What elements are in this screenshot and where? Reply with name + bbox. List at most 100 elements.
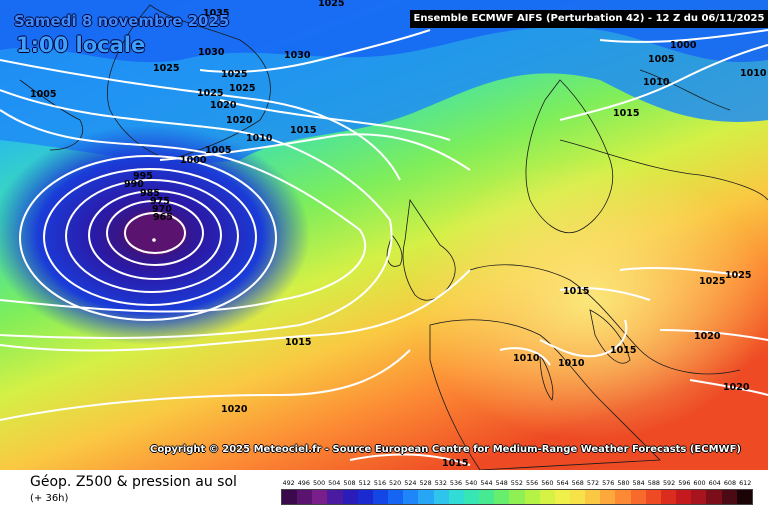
isobars [0, 29, 768, 466]
isobar-label-1035: 1035 [203, 8, 229, 19]
isobar-label-1025: 1025 [229, 83, 255, 94]
scale-color-swatch [494, 490, 510, 504]
depression-marker [152, 238, 156, 242]
isobar-label-1025: 1025 [197, 88, 223, 99]
scale-tick-label: 512 [358, 479, 371, 487]
scale-tick-label: 572 [586, 479, 600, 487]
isobar-label-985: 985 [140, 188, 160, 199]
isobar-label-1020: 1020 [226, 115, 253, 126]
forecast-date: Samedi 8 novembre 2025 [14, 12, 230, 30]
scale-color-swatch [554, 490, 570, 504]
depression-center [123, 211, 187, 255]
scale-tick-label: 600 [693, 479, 706, 487]
scale-color-swatch [297, 490, 313, 504]
isobar-label-1030: 1030 [284, 50, 311, 61]
scale-tick-label: 612 [739, 479, 752, 487]
scale-color-swatch [600, 490, 616, 504]
model-title: Ensemble ECMWF AIFS (Perturbation 42) - … [410, 10, 768, 28]
scale-tick-label: 560 [541, 479, 554, 487]
scale-color-swatch [660, 490, 677, 504]
isobar-label-1020: 1020 [723, 382, 750, 393]
isobar-label-1010: 1010 [558, 358, 585, 369]
scale-color-swatch [676, 490, 692, 504]
geopotential-map: 1035 1030 1030 1025 1025 1025 1025 1020 … [0, 0, 768, 470]
scale-tick-label: 532 [434, 479, 447, 487]
isobar-label-1030: 1030 [198, 47, 225, 58]
isobar-label-1010: 1010 [513, 353, 540, 364]
scale-color-swatch [691, 490, 707, 504]
scale-tick-label: 584 [632, 479, 645, 487]
scale-color-swatch [539, 490, 555, 504]
scale-color-swatch [706, 490, 722, 504]
scale-tick-label: 536 [449, 479, 463, 487]
scale-tick-label: 588 [647, 479, 660, 487]
scale-color-swatch [463, 490, 480, 504]
scale-color-swatch [479, 490, 495, 504]
isobar-label-1000: 1000 [670, 40, 697, 51]
scale-tick-label: 516 [373, 479, 387, 487]
isobar-label-990: 990 [124, 179, 144, 190]
isobar-label-1000: 1000 [180, 155, 207, 166]
scale-tick-label: 544 [480, 479, 493, 487]
scale-tick-label: 552 [510, 479, 523, 487]
scale-color-swatch [721, 490, 737, 504]
isobar-label-1020: 1020 [694, 331, 721, 342]
isobar-label-970: 970 [152, 204, 172, 215]
scale-tick-label: 524 [404, 479, 417, 487]
scale-tick-label: 540 [465, 479, 478, 487]
scale-tick-label: 504 [328, 479, 341, 487]
isobar-label-1010: 1010 [246, 133, 273, 144]
scale-tick-label: 608 [723, 479, 737, 487]
isobar-label-1025: 1025 [153, 63, 179, 74]
scale-color-swatch [585, 490, 601, 504]
isobar-label-1010: 1010 [740, 68, 767, 79]
isobar-label-1015: 1015 [442, 458, 468, 469]
scale-tick-label: 528 [419, 479, 432, 487]
scale-tick-label: 520 [389, 479, 402, 487]
scale-color-swatch [645, 490, 661, 504]
scale-color-swatch [736, 490, 752, 504]
isobar-label-965: 965 [153, 212, 173, 223]
isobar-label-975: 975 [150, 196, 170, 207]
scale-color-swatch [524, 490, 540, 504]
isobar-label-1025: 1025 [699, 276, 725, 287]
scale-color-swatch [312, 490, 328, 504]
scale-color-swatch [569, 490, 586, 504]
land-outlines [19, 4, 768, 470]
scale-color-swatch [418, 490, 434, 504]
isobar-label-1015: 1015 [610, 345, 636, 356]
scale-tick-label: 580 [617, 479, 630, 487]
scale-tick-label: 508 [343, 479, 356, 487]
isobar-label-1005: 1005 [30, 89, 56, 100]
forecast-time: 1:00 locale [16, 33, 146, 57]
scale-tick-label: 604 [708, 479, 721, 487]
scale-color-swatch [509, 490, 525, 504]
scale-color-swatch [282, 490, 298, 504]
isobar-label-1010: 1010 [643, 77, 670, 88]
isobar-label-1025: 1025 [318, 0, 344, 9]
field-label: Géop. Z500 & pression au sol [30, 474, 237, 490]
scale-color-swatch [388, 490, 404, 504]
scale-color-swatch [448, 490, 464, 504]
isobar-label-1015: 1015 [563, 286, 589, 297]
isobar-labels: 1035 1030 1030 1025 1025 1025 1025 1020 … [30, 0, 767, 469]
isobar-label-995: 995 [133, 171, 153, 182]
scale-tick-label: 556 [526, 479, 539, 487]
isobar-label-1025: 1025 [221, 69, 247, 80]
scale-color-swatch [342, 490, 358, 504]
scale-tick-label: 596 [678, 479, 691, 487]
ridge-core [410, 160, 768, 440]
color-scale-bar [281, 489, 753, 505]
scale-tick-label: 496 [297, 479, 310, 487]
scale-color-swatch [630, 490, 646, 504]
isobar-label-1020: 1020 [210, 100, 237, 111]
copyright-notice: Copyright © 2025 Meteociel.fr - Source E… [150, 444, 741, 455]
isobar-label-1015: 1015 [613, 108, 639, 119]
scale-color-swatch [327, 490, 343, 504]
lead-time-label: (+ 36h) [30, 493, 69, 504]
scale-color-swatch [433, 490, 449, 504]
isobar-label-1015: 1015 [290, 125, 316, 136]
isobar-label-1005: 1005 [648, 54, 674, 65]
scale-tick-label: 576 [602, 479, 615, 487]
